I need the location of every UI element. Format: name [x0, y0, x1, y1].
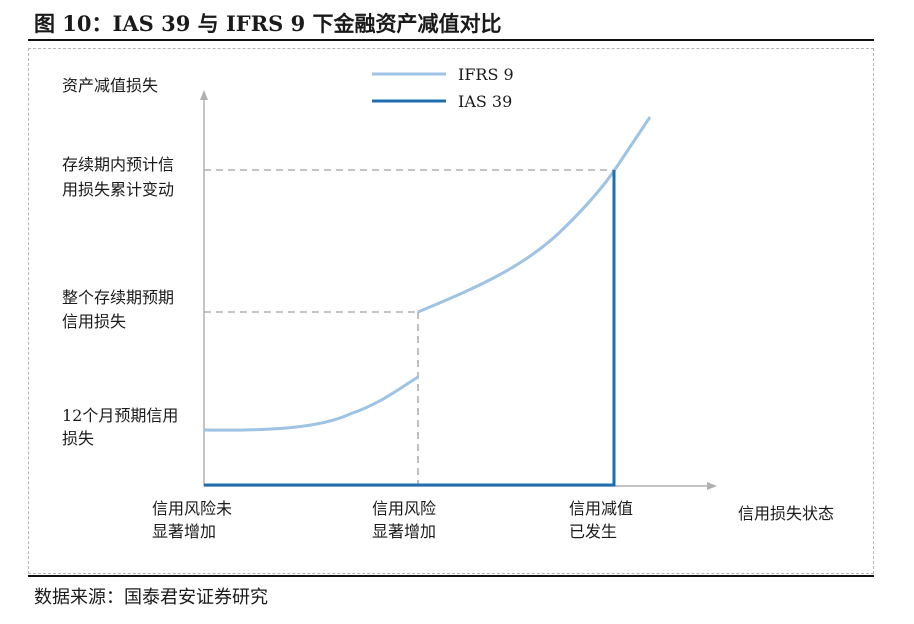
y-axis-title: 资产减值损失: [62, 76, 158, 95]
bottom-rule: [28, 575, 874, 577]
x-tick-label-stage1: 信用风险未 显著增加: [152, 499, 237, 541]
y-level-label-cumulative-change: 存续期内预计信 用损失累计变动: [62, 155, 179, 199]
title-rule: [28, 39, 874, 41]
y-level-label-12-month: 12个月预期信用 损失: [62, 406, 183, 448]
series-ifrs9-segment-stage1: [203, 375, 419, 432]
y-axis-arrow: [200, 90, 208, 100]
legend-label-ifrs9: IFRS 9: [458, 65, 514, 84]
legend-label-ias39: IAS 39: [458, 92, 512, 111]
source-note: 数据来源：国泰君安证券研究: [34, 587, 268, 608]
x-axis-title: 信用损失状态: [738, 504, 834, 523]
figure-title: 图 10：IAS 39 与 IFRS 9 下金融资产减值对比: [34, 11, 502, 36]
x-tick-label-stage3: 信用减值 已发生: [569, 499, 638, 541]
series-ifrs9-segment-stage2-3: [417, 116, 652, 314]
x-tick-label-stage2: 信用风险 显著增加: [372, 499, 441, 541]
y-level-label-lifetime: 整个存续期预期 信用损失: [62, 288, 179, 331]
x-axis-arrow: [707, 482, 717, 490]
series-ias39-line: [204, 170, 616, 487]
chart-frame: [28, 48, 874, 574]
